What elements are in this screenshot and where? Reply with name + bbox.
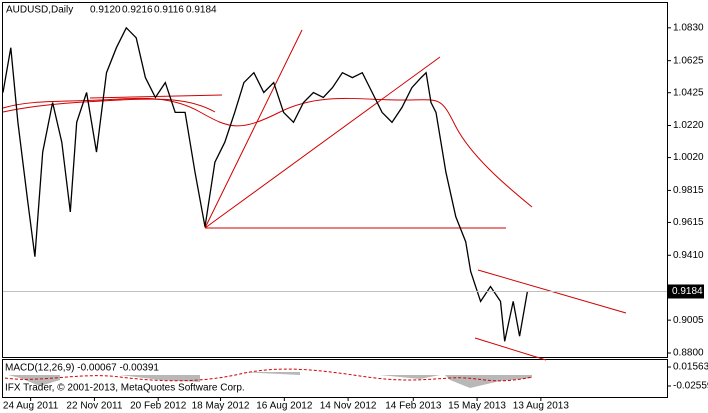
macd-signal <box>4 368 533 382</box>
copyright: IFX Trader, © 2001-2013, MetaQuotes Soft… <box>5 383 245 394</box>
x-tick-label: 14 Feb 2013 <box>385 401 442 412</box>
y-tick-label: 1.0830 <box>673 22 704 33</box>
macd-bars <box>8 375 60 386</box>
price-tag <box>668 284 704 299</box>
x-tick-label: 22 Nov 2011 <box>66 401 122 412</box>
trend-line <box>204 29 303 229</box>
price-line <box>2 26 529 342</box>
indicator-tick-label: -0.02559 <box>673 381 708 392</box>
macd-bars <box>240 372 300 375</box>
x-tick-label: 18 May 2012 <box>192 401 250 412</box>
channel-line <box>474 337 547 361</box>
header-value: 0.9120 <box>90 5 121 16</box>
annotations <box>2 29 627 361</box>
y-tick-label: 0.9615 <box>673 217 704 228</box>
x-tick-label: 20 Feb 2012 <box>130 401 187 412</box>
x-tick-label: 16 Aug 2012 <box>256 401 313 412</box>
indicator-tick-label: 0.01563 <box>673 362 708 373</box>
header-value: 0.9184 <box>186 5 217 16</box>
y-tick-label: 0.8800 <box>673 348 704 359</box>
y-tick-label: 0.9815 <box>673 185 704 196</box>
y-tick-label: 0.9410 <box>673 250 704 261</box>
macd-bars <box>445 375 532 388</box>
x-tick-label: 13 Aug 2013 <box>513 401 570 412</box>
trend-line <box>204 56 441 229</box>
y-tick-label: 1.0625 <box>673 55 704 66</box>
y-tick-label: 1.0425 <box>673 87 704 98</box>
y-tick-label: 1.0020 <box>673 152 704 163</box>
header-value: 0.9116 <box>154 5 184 16</box>
y-tick-label: 1.0220 <box>673 120 704 131</box>
x-tick-label: 14 Nov 2012 <box>320 401 377 412</box>
moving-average <box>2 98 216 113</box>
header-value: 0.9216 <box>122 5 153 16</box>
chart-title: AUDUSD,Daily <box>6 5 73 16</box>
main-frame <box>2 2 668 358</box>
price-tag-label: 0.9184 <box>672 286 703 297</box>
x-tick-label: 15 May 2013 <box>448 401 506 412</box>
header-values: 0.9120 0.9216 0.9116 0.9184 <box>90 5 217 16</box>
indicator-label: MACD(12,26,9) -0.00067 -0.00391 <box>5 363 159 374</box>
macd-bars <box>380 375 440 379</box>
x-tick-label: 24 Aug 2011 <box>3 401 59 412</box>
y-tick-label: 0.9005 <box>673 315 704 326</box>
indicator-frame <box>2 359 668 398</box>
moving-average <box>2 97 533 208</box>
